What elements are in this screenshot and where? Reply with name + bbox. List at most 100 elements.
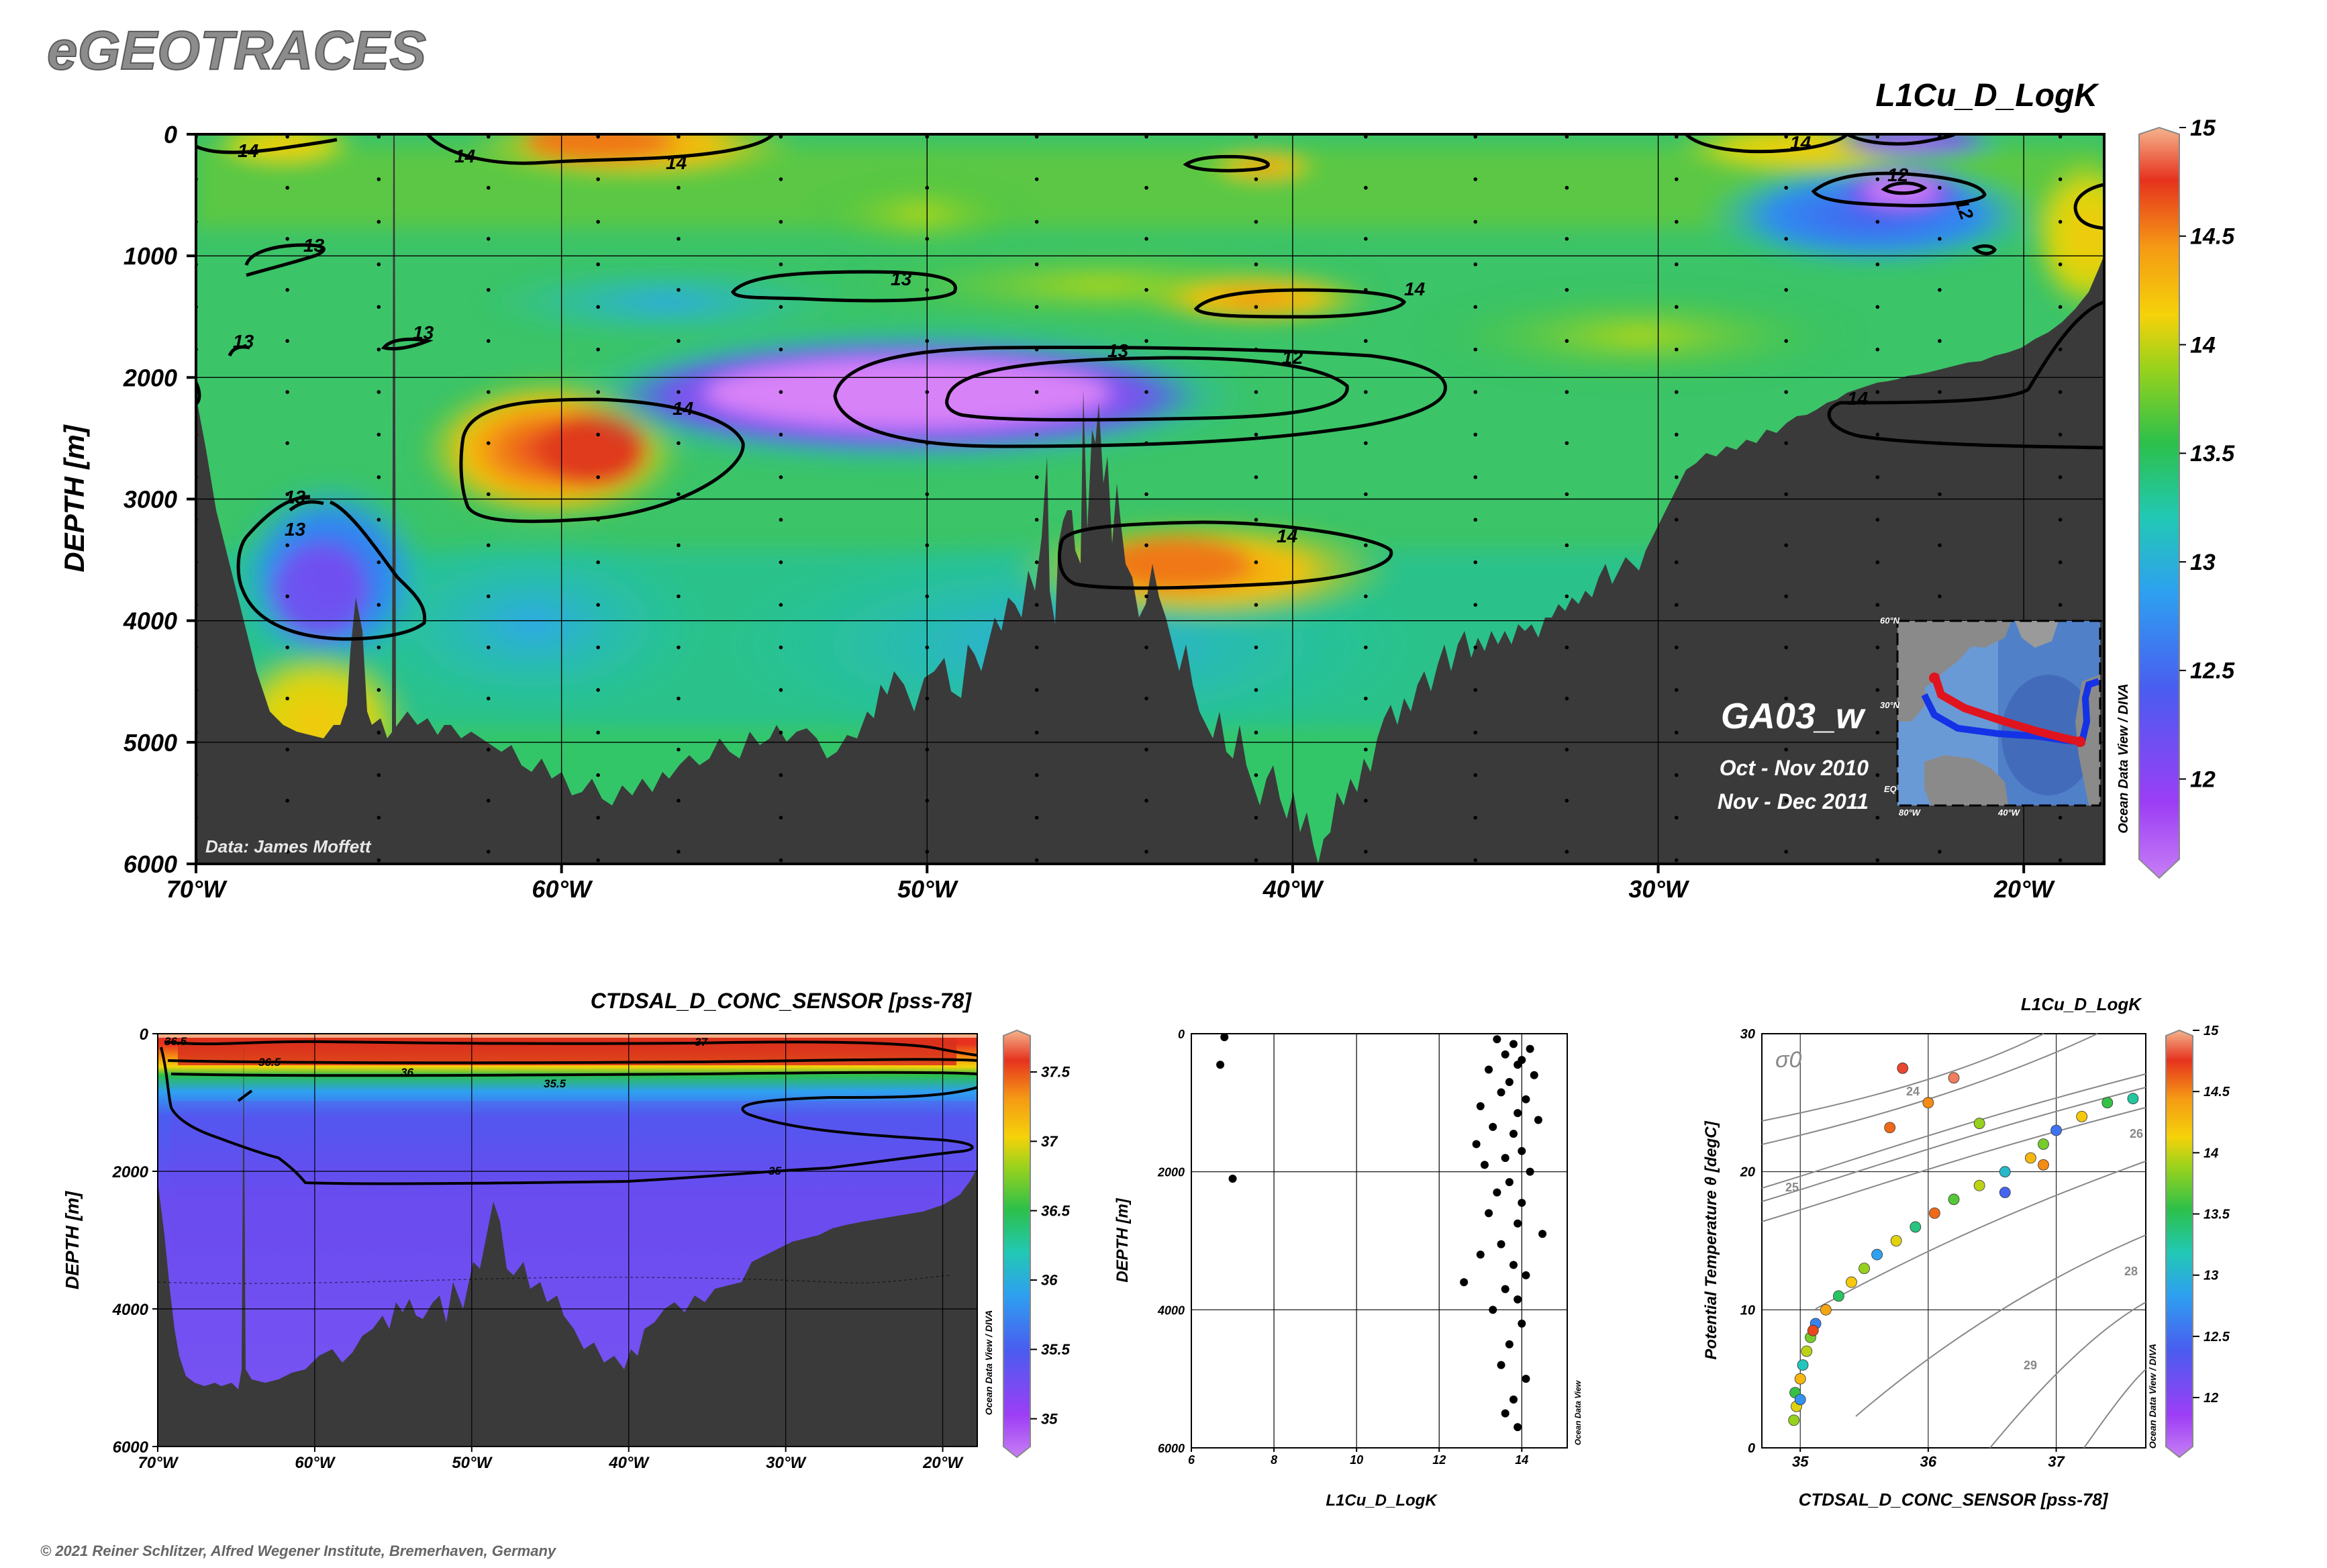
- station-sample: [1565, 441, 1569, 445]
- station-sample: [677, 696, 681, 701]
- salinity-y-ticks: 0 2000 4000 6000: [112, 1026, 158, 1457]
- station-sample: [1034, 305, 1039, 309]
- station-sample: [1674, 475, 1679, 479]
- station-sample: [1674, 730, 1679, 735]
- ts-point: [1897, 1063, 1909, 1074]
- main-ylabel: DEPTH [m]: [58, 424, 90, 572]
- salinity-x-ticks: 70°W 60°W 50°W 40°W 30°W 20°W: [138, 1447, 964, 1472]
- inset-lon-tick: 40°W: [1997, 807, 2021, 818]
- station-sample: [1938, 134, 1942, 139]
- station-sample: [1364, 441, 1368, 445]
- station-sample: [596, 347, 600, 352]
- colorbar-tick-label: 12.5: [2204, 1330, 2230, 1344]
- profile-point: [1485, 1065, 1493, 1074]
- y-tick-label: 0: [164, 121, 177, 148]
- x-tick-label: 40°W: [1262, 875, 1324, 903]
- ts-point: [1928, 1207, 1940, 1219]
- station-sample: [2058, 134, 2063, 139]
- station-sample: [2058, 432, 2063, 437]
- station-sample: [1938, 492, 1942, 497]
- station-sample: [779, 432, 783, 437]
- station-sample: [1674, 177, 1679, 181]
- colorbar-tick-label: 35.5: [1041, 1341, 1071, 1358]
- salinity-section-plot: 36.5 37 36.5 36 35.5 35 70°W 60°W 50°W 40°W…: [112, 1026, 978, 1472]
- contour-label: 14: [454, 146, 476, 166]
- station-sample: [596, 858, 600, 863]
- station-sample: [1254, 645, 1258, 650]
- profile-point: [1497, 1240, 1505, 1248]
- station-sample: [1565, 185, 1569, 190]
- station-sample: [596, 645, 600, 650]
- station-sample: [596, 432, 600, 437]
- salinity-title: CTDSAL_D_CONC_SENSOR [pss-78]: [591, 989, 973, 1013]
- station-sample: [1254, 858, 1258, 863]
- ts-point: [1890, 1235, 1902, 1246]
- station-sample: [1875, 603, 1880, 607]
- station-sample: [596, 603, 600, 607]
- station-sample: [1784, 747, 1788, 752]
- inset-lat-tick: 60°N: [1880, 616, 1900, 626]
- station-sample: [377, 219, 381, 224]
- station-sample: [377, 518, 381, 522]
- station-sample: [377, 432, 381, 437]
- main-x-ticks: 70°W 60°W 50°W 40°W 30°W 20°W: [166, 864, 2055, 903]
- station-sample: [1784, 696, 1788, 701]
- station-sample: [285, 288, 289, 292]
- station-sample: [1875, 177, 1880, 181]
- x-tick-label: 20°W: [922, 1454, 964, 1472]
- inset-lat-tick: 30°N: [1880, 700, 1900, 710]
- profile-odv-credit: Ocean Data View: [1573, 1380, 1583, 1445]
- station-sample: [1144, 339, 1148, 343]
- profile-point: [1526, 1167, 1534, 1176]
- ts-scatter-plot: 24 25 26 28 29 σ0 35 36 37 0 10 20 30: [1740, 1027, 2146, 1470]
- station-sample: [779, 816, 783, 820]
- station-sample: [1473, 858, 1478, 863]
- isopycnal-label: 28: [2124, 1265, 2138, 1278]
- profile-point: [1476, 1251, 1485, 1259]
- station-sample: [1473, 518, 1478, 522]
- profile-point: [1514, 1219, 1522, 1228]
- main-section-plot: 14 14 14 13 13 13 13 13 13 12 14 14 14 1…: [123, 121, 2106, 903]
- station-sample: [486, 339, 491, 343]
- station-sample: [1034, 773, 1039, 777]
- station-sample: [285, 543, 289, 548]
- station-sample: [779, 347, 783, 352]
- station-sample: [925, 492, 930, 497]
- x-tick-label: 40°W: [608, 1454, 650, 1472]
- y-tick-label: 3000: [123, 486, 177, 513]
- station-sample: [1938, 339, 1942, 343]
- contour-label: 14: [238, 140, 259, 161]
- station-sample: [1938, 237, 1942, 241]
- station-sample: [285, 747, 289, 752]
- station-sample: [677, 798, 681, 803]
- profile-point: [1501, 1050, 1509, 1059]
- colorbar-tick-label: 15: [2204, 1024, 2219, 1038]
- station-sample: [596, 560, 600, 565]
- contour-label: 14: [1847, 388, 1869, 409]
- station-sample: [779, 219, 783, 224]
- station-sample: [1144, 134, 1148, 139]
- colorbar-tick-label: 12.5: [2190, 658, 2235, 684]
- main-odv-credit: Ocean Data View / DIVA: [2116, 683, 2131, 833]
- colorbar-tick-label: 13.5: [2204, 1208, 2230, 1222]
- contour-label: 13: [285, 519, 306, 540]
- station-sample: [1254, 305, 1258, 309]
- ts-point: [1910, 1221, 1922, 1233]
- station-sample: [779, 518, 783, 522]
- salinity-gridlines: [158, 1034, 977, 1447]
- profile-point: [1514, 1423, 1522, 1432]
- profile-point: [1493, 1188, 1501, 1197]
- isopycnal-label: 25: [1785, 1181, 1799, 1194]
- station-sample: [1674, 134, 1679, 139]
- station-sample: [596, 134, 600, 139]
- station-sample: [779, 134, 783, 139]
- isopycnal-label: 24: [1906, 1085, 1920, 1098]
- x-tick-label: 12: [1432, 1453, 1446, 1467]
- ts-point: [2127, 1093, 2139, 1105]
- station-sample: [1254, 347, 1258, 352]
- station-sample: [677, 850, 681, 854]
- station-sample: [1144, 185, 1148, 190]
- data-credit: Data: James Moffett: [205, 836, 372, 856]
- station-sample: [1034, 730, 1039, 735]
- x-tick-label: 60°W: [532, 875, 593, 903]
